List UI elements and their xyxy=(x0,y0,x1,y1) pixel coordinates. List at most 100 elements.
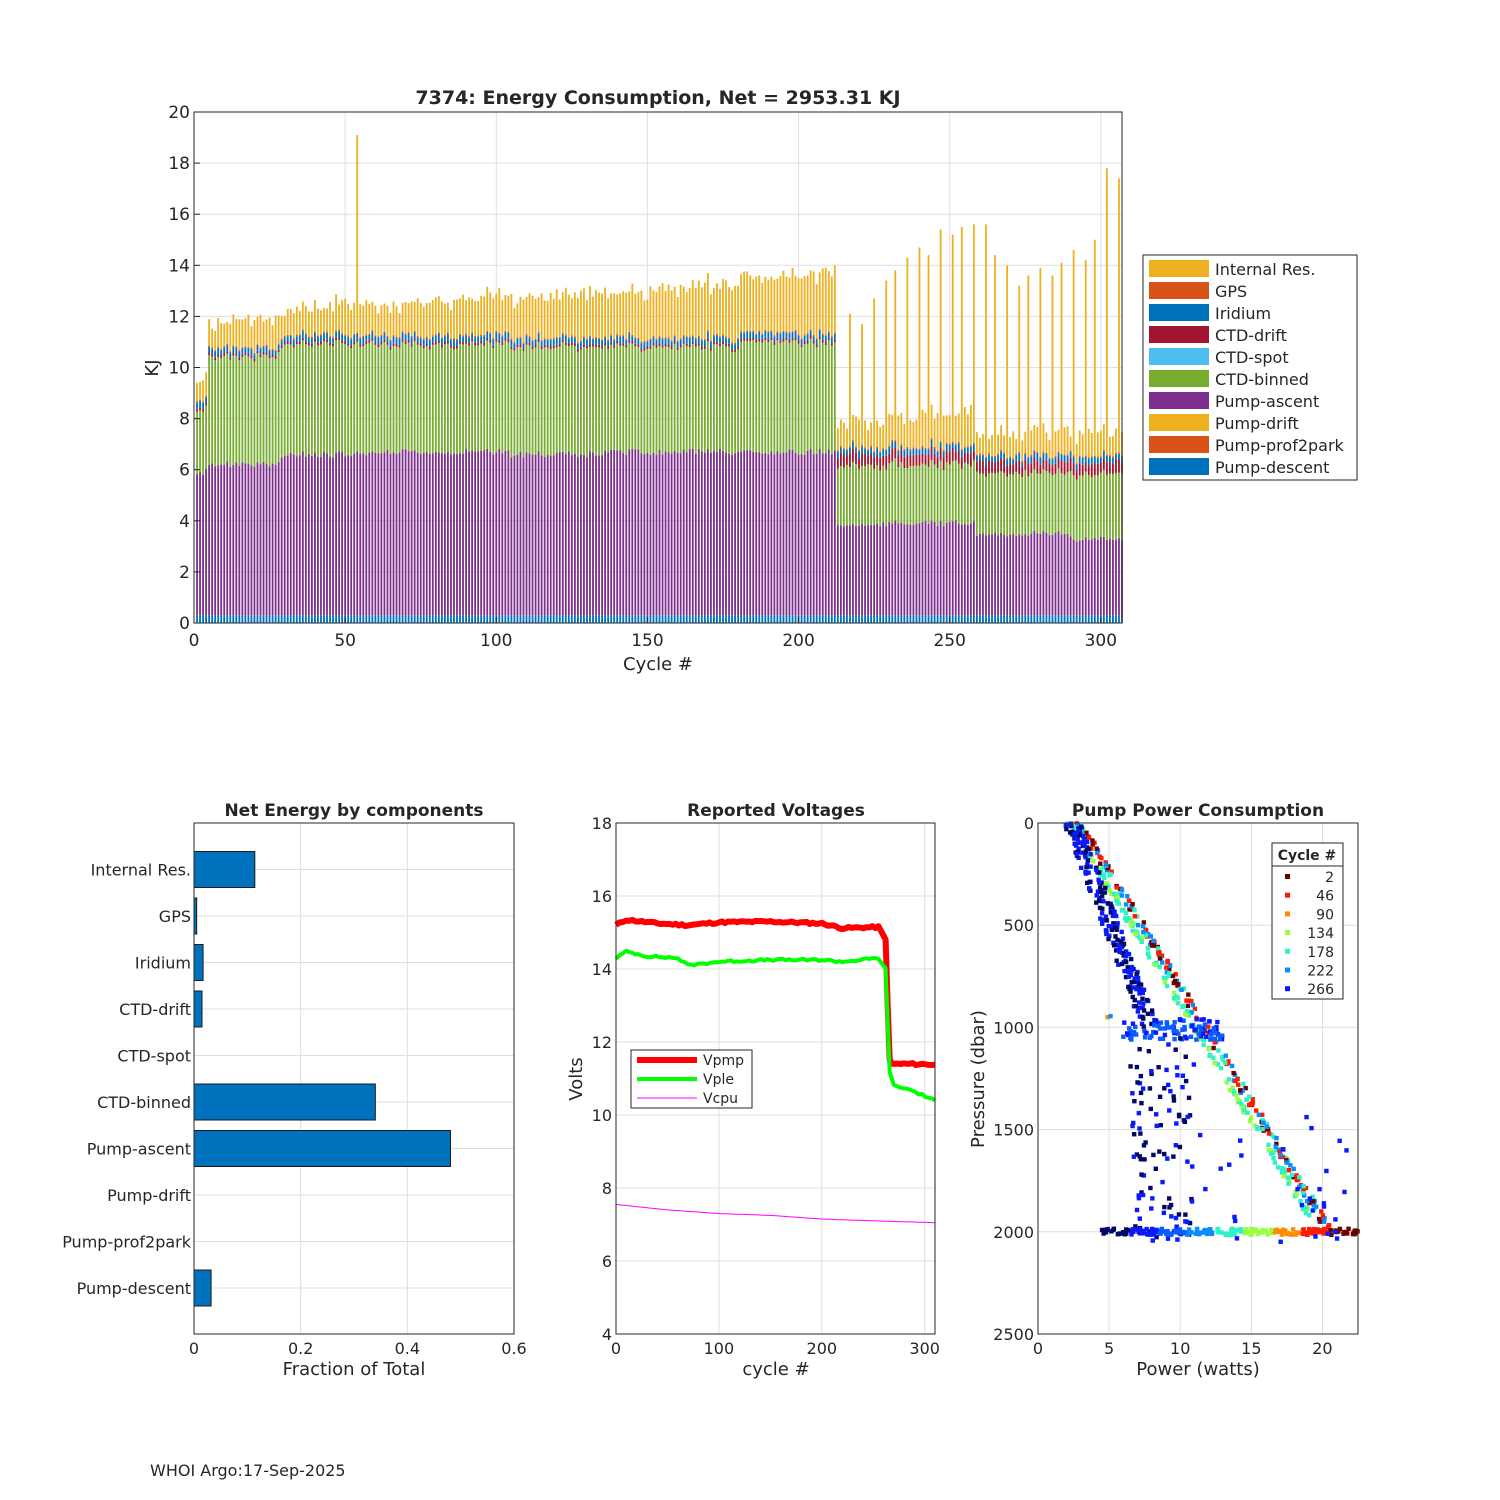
main-bar-segment xyxy=(652,290,655,336)
scatter-point xyxy=(1171,990,1177,996)
main-bar-segment xyxy=(265,319,268,345)
scatter-point xyxy=(1174,1065,1180,1070)
main-bar-segment xyxy=(329,302,331,337)
main-bar-segment xyxy=(891,448,894,462)
main-bar-segment xyxy=(921,447,924,454)
scatter-point xyxy=(1132,997,1137,1003)
main-bar-segment xyxy=(301,337,304,341)
main-bar-segment xyxy=(546,300,549,339)
scatter-point xyxy=(1149,1071,1154,1077)
scatter-point xyxy=(1329,1232,1334,1238)
main-bar-segment xyxy=(979,533,981,616)
main-bar-segment xyxy=(549,339,552,347)
scatter-point xyxy=(1201,1228,1207,1234)
volt-ytick-label: 8 xyxy=(602,1179,612,1198)
main-bar-segment xyxy=(812,334,815,337)
scatter-point xyxy=(1171,1094,1176,1099)
main-bar-segment xyxy=(531,346,534,350)
scatter-ytick-label: 1000 xyxy=(993,1018,1034,1037)
scatter-point xyxy=(1131,1120,1136,1126)
scatter-point xyxy=(1166,1042,1171,1047)
main-bar-segment xyxy=(1006,265,1009,459)
main-bar-segment xyxy=(694,339,697,345)
main-bar-segment xyxy=(298,341,301,345)
main-bar-segment xyxy=(292,339,295,346)
main-bar-segment xyxy=(655,339,658,346)
main-bar-segment xyxy=(767,332,770,340)
main-bar-segment xyxy=(317,456,319,616)
main-bar-segment xyxy=(963,446,966,448)
scatter-point xyxy=(1070,829,1075,834)
main-bar-segment xyxy=(670,341,673,347)
scatter-point xyxy=(1089,846,1094,851)
main-bar-segment xyxy=(830,454,833,616)
main-bar-segment xyxy=(652,337,655,343)
main-bar-segment xyxy=(202,401,204,403)
main-bar-segment xyxy=(1006,458,1009,460)
main-bar-segment xyxy=(761,615,764,623)
main-bar-segment xyxy=(694,615,697,623)
main-bar-segment xyxy=(619,336,622,344)
main-bar-segment xyxy=(749,450,752,616)
main-bar-segment xyxy=(516,615,519,623)
scatter-legend-marker xyxy=(1285,948,1290,954)
scatter-point xyxy=(1167,967,1172,973)
main-bar-segment xyxy=(395,346,398,454)
main-bar-segment xyxy=(205,372,208,397)
main-bar-segment xyxy=(658,286,661,337)
main-bar-segment xyxy=(1105,454,1108,457)
main-bar-segment xyxy=(888,446,891,454)
scatter-point xyxy=(1184,1012,1189,1017)
main-bar-segment xyxy=(295,615,298,623)
main-bar-segment xyxy=(685,292,688,337)
main-bar-segment xyxy=(196,401,198,403)
main-bar-segment xyxy=(434,615,437,623)
scatter-point xyxy=(1183,1078,1189,1084)
scatter-point xyxy=(1182,1119,1188,1125)
scatter-point xyxy=(1251,1229,1256,1234)
main-bar-segment xyxy=(1105,168,1108,455)
scatter-point xyxy=(1109,891,1114,896)
main-bar-segment xyxy=(1069,451,1072,458)
main-bar-segment xyxy=(818,328,821,331)
main-bar-segment xyxy=(323,340,325,452)
scatter-point xyxy=(1152,1023,1157,1028)
main-bar-segment xyxy=(649,348,652,455)
main-bar-segment xyxy=(353,344,356,454)
main-bar-segment xyxy=(682,341,685,344)
scatter-point xyxy=(1137,1014,1143,1019)
main-bar-segment xyxy=(991,434,993,456)
scatter-point xyxy=(1252,1123,1257,1128)
main-bar-segment xyxy=(386,344,389,450)
main-bar-segment xyxy=(196,402,198,409)
main-bar-segment xyxy=(256,345,259,351)
main-bar-segment xyxy=(746,450,749,616)
main-bar-segment xyxy=(1099,456,1102,458)
main-bar-segment xyxy=(1054,473,1057,533)
scatter-point xyxy=(1183,1212,1188,1217)
scatter-point xyxy=(1201,1026,1206,1031)
main-bar-segment xyxy=(1027,463,1030,477)
main-bar-segment xyxy=(930,460,933,521)
main-bar-segment xyxy=(1048,459,1051,464)
main-bar-segment xyxy=(752,331,755,338)
main-bar-segment xyxy=(1060,615,1063,623)
scatter-point xyxy=(1181,1003,1187,1009)
main-bar-segment xyxy=(226,461,229,616)
main-bar-segment xyxy=(667,452,670,616)
main-bar-segment xyxy=(849,525,851,616)
volt-series-line xyxy=(614,916,936,1068)
scatter-point xyxy=(1213,1030,1219,1036)
main-bar-segment xyxy=(459,298,461,334)
main-bar-segment xyxy=(1075,463,1078,465)
scatter-point xyxy=(1309,1125,1314,1131)
main-bar-segment xyxy=(870,453,873,465)
main-bar-segment xyxy=(317,336,319,343)
main-bar-segment xyxy=(383,333,386,340)
scatter-point xyxy=(1311,1203,1317,1208)
main-bar-segment xyxy=(1093,239,1096,456)
main-bar-segment xyxy=(208,464,211,616)
main-bar-segment xyxy=(437,333,440,341)
main-bar-segment xyxy=(827,270,830,332)
